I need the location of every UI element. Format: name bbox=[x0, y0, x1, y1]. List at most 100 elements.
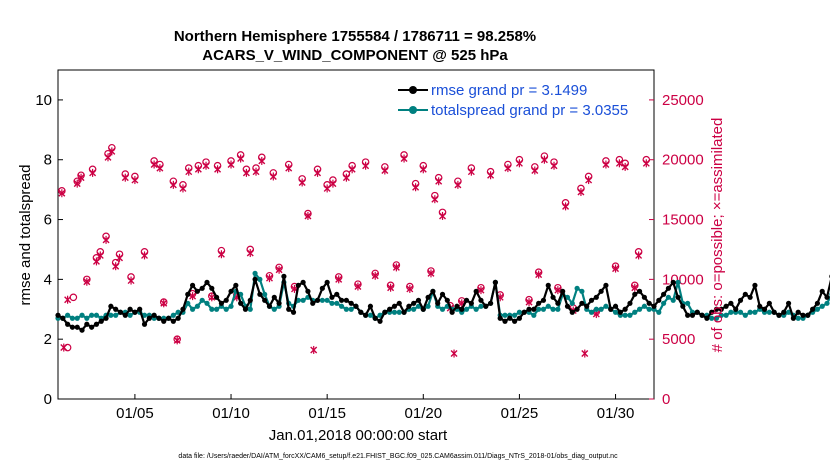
rmse-point bbox=[656, 297, 662, 303]
obs-assimilated-point bbox=[577, 188, 585, 197]
rmse-point bbox=[314, 297, 321, 303]
totalspread-point bbox=[228, 303, 234, 309]
totalspread-point bbox=[766, 309, 772, 315]
obs-assimilated-point bbox=[194, 165, 202, 174]
x-tick-label: 01/25 bbox=[501, 405, 539, 422]
obs-assimilated-point bbox=[314, 168, 322, 177]
obs-assimilated-point bbox=[400, 154, 408, 163]
totalspread-point bbox=[685, 300, 691, 306]
rmse-point bbox=[747, 294, 753, 300]
obs-assimilated-point bbox=[406, 284, 414, 293]
rmse-point bbox=[194, 288, 200, 294]
totalspread-point bbox=[324, 297, 330, 303]
totalspread-point bbox=[391, 309, 398, 315]
rmse-point bbox=[290, 309, 297, 315]
rmse-point bbox=[415, 297, 422, 303]
totalspread-point bbox=[396, 309, 402, 315]
obs-assimilated-point bbox=[150, 160, 158, 169]
obs-assimilated-point bbox=[141, 251, 149, 260]
rmse-point bbox=[74, 324, 80, 330]
rmse-point bbox=[574, 306, 580, 312]
totalspread-point bbox=[300, 297, 306, 303]
rmse-point bbox=[343, 297, 349, 303]
obs-assimilated-point bbox=[121, 173, 129, 182]
rmse-point bbox=[492, 279, 498, 285]
rmse-point bbox=[420, 306, 426, 312]
totalspread-point bbox=[338, 303, 345, 309]
rmse-point bbox=[742, 291, 748, 297]
obs-assimilated-point bbox=[487, 171, 495, 180]
rmse-point bbox=[531, 306, 537, 312]
totalspread-point bbox=[329, 300, 335, 306]
obs-assimilated-point bbox=[310, 345, 318, 354]
totalspread-point bbox=[785, 309, 792, 315]
rmse-point bbox=[540, 297, 547, 303]
obs-assimilated-point bbox=[515, 159, 523, 168]
rmse-point bbox=[55, 312, 61, 318]
rmse-point bbox=[377, 318, 383, 324]
rmse-point bbox=[771, 309, 777, 315]
rmse-point bbox=[127, 306, 133, 312]
totalspread-point bbox=[319, 297, 325, 303]
y-right-tick-label: 15000 bbox=[662, 212, 704, 229]
rmse-point bbox=[670, 279, 676, 285]
rmse-point bbox=[132, 309, 138, 315]
rmse-point bbox=[324, 279, 330, 285]
totalspread-point bbox=[670, 297, 676, 303]
totalspread-point bbox=[65, 312, 71, 318]
totalspread-point bbox=[752, 309, 758, 315]
x-tick-label: 01/20 bbox=[405, 405, 443, 422]
rmse-point bbox=[641, 294, 647, 300]
y-right-tick-label: 20000 bbox=[662, 152, 704, 169]
rmse-point bbox=[468, 300, 474, 306]
rmse-point bbox=[550, 294, 556, 300]
totalspread-point bbox=[93, 312, 100, 318]
totalspread-point bbox=[473, 306, 479, 312]
obs-assimilated-point bbox=[631, 283, 639, 292]
obs-assimilated-point bbox=[642, 159, 650, 168]
rmse-point bbox=[636, 288, 643, 294]
obs-assimilated-point bbox=[185, 167, 193, 176]
obs-assimilated-point bbox=[112, 262, 120, 271]
x-tick-label: 01/10 bbox=[212, 405, 250, 422]
rmse-point bbox=[435, 300, 441, 306]
rmse-point bbox=[699, 312, 705, 318]
rmse-point bbox=[685, 312, 691, 318]
rmse-point bbox=[627, 300, 633, 306]
rmse-point bbox=[199, 285, 205, 291]
totalspread-point bbox=[223, 306, 229, 312]
y-tick-label: 10 bbox=[35, 92, 52, 109]
obs-assimilated-point bbox=[615, 159, 623, 168]
totalspread-point bbox=[141, 312, 148, 318]
rmse-point bbox=[79, 327, 85, 333]
totalspread-point bbox=[795, 315, 801, 321]
y-right-tick-label: 25000 bbox=[662, 92, 704, 109]
obs-assimilated-point bbox=[602, 160, 610, 169]
obs-assimilated-point bbox=[348, 165, 356, 174]
rmse-point bbox=[584, 303, 590, 309]
rmse-point bbox=[276, 300, 282, 306]
rmse-point bbox=[137, 306, 143, 312]
totalspread-point bbox=[636, 306, 643, 312]
rmse-point bbox=[89, 324, 95, 330]
rmse-point bbox=[790, 315, 796, 321]
rmse-point bbox=[564, 303, 571, 309]
obs-assimilated-point bbox=[531, 166, 539, 175]
rmse-point bbox=[704, 315, 710, 321]
obs-assimilated-point bbox=[323, 184, 331, 193]
y-tick-label: 8 bbox=[44, 152, 52, 169]
obs-assimilated-point bbox=[160, 299, 168, 308]
obs-assimilated-markers bbox=[58, 147, 650, 358]
rmse-point bbox=[512, 318, 518, 324]
rmse-point bbox=[502, 318, 508, 324]
rmse-point bbox=[579, 300, 585, 306]
rmse-point bbox=[430, 288, 436, 294]
obs-assimilated-point bbox=[58, 189, 66, 198]
totalspread-point bbox=[555, 306, 561, 312]
totalspread-point bbox=[723, 312, 729, 318]
rmse-point bbox=[521, 309, 527, 315]
totalspread-point bbox=[665, 294, 672, 300]
obs-assimilated-point bbox=[104, 153, 112, 162]
rmse-point bbox=[363, 312, 369, 318]
rmse-point bbox=[60, 315, 66, 321]
